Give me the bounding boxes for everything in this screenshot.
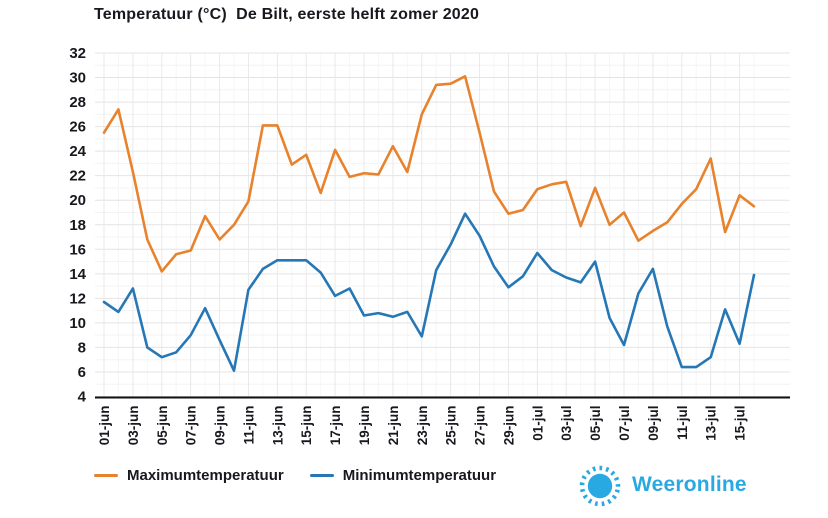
x-tick-label: 25-jun — [444, 406, 459, 446]
sun-icon — [579, 465, 621, 507]
max-line-swatch-icon — [94, 474, 118, 477]
y-tick-label: 26 — [69, 119, 86, 136]
grid-major — [95, 52, 790, 397]
y-tick-label: 28 — [69, 94, 86, 111]
y-tick-label: 4 — [78, 389, 87, 406]
y-tick-label: 16 — [69, 241, 86, 258]
x-tick-label: 19-jun — [357, 406, 372, 446]
chart-title: Temperatuur (°C) De Bilt, eerste helft z… — [94, 6, 480, 23]
min-line-swatch-icon — [309, 474, 334, 477]
logo-text: Weeronline — [632, 473, 747, 496]
y-tick-label: 18 — [69, 217, 86, 234]
y-tick-label: 30 — [69, 70, 86, 87]
y-tick-label: 12 — [69, 290, 86, 307]
x-tick-label: 11-jul — [675, 406, 690, 441]
x-axis-tick-labels: 01-jun 03-jun 05-jun 07-jun 09-jun 11-jun 13-j… — [97, 406, 748, 446]
weeronline-logo[interactable]: Weeronline — [578, 462, 747, 508]
x-tick-label: 05-jul — [588, 406, 603, 441]
x-tick-label: 01-jul — [530, 406, 545, 441]
y-tick-label: 24 — [69, 143, 86, 160]
x-tick-label: 17-jun — [328, 406, 343, 446]
x-tick-label: 13-jul — [704, 406, 719, 441]
legend-label-min: Minimumtemperatuur — [342, 467, 497, 484]
chart-legend: Maximumtemperatuur Minimumtemperatuur — [94, 467, 496, 484]
x-tick-label: 03-jun — [126, 406, 141, 446]
x-tick-label: 11-jun — [241, 406, 256, 445]
x-tick-label: 01-jun — [97, 406, 112, 446]
x-tick-label: 29-jun — [501, 406, 516, 446]
x-tick-label: 09-jul — [646, 406, 661, 441]
y-tick-label: 14 — [69, 266, 86, 283]
y-tick-label: 6 — [78, 364, 86, 381]
x-tick-label: 27-jun — [473, 406, 488, 446]
x-tick-label: 21-jun — [386, 406, 401, 446]
y-tick-label: 10 — [69, 315, 86, 332]
x-tick-label: 09-jun — [213, 406, 228, 446]
x-tick-label: 23-jun — [415, 406, 430, 446]
x-tick-label: 13-jun — [270, 406, 285, 446]
y-axis-tick-labels: 4 6 8 10 12 14 16 18 20 22 24 26 28 30 32 — [69, 45, 86, 406]
x-tick-label: 07-jul — [617, 406, 632, 441]
legend-item-minimumtemperatuur[interactable]: Minimumtemperatuur — [309, 467, 497, 484]
x-tick-label: 05-jun — [155, 406, 170, 446]
legend-item-maximumtemperatuur[interactable]: Maximumtemperatuur — [94, 467, 284, 484]
maximumtemperatuur-line — [102, 75, 756, 273]
x-tick-label: 15-jun — [299, 406, 314, 446]
legend-label-max: Maximumtemperatuur — [127, 467, 284, 484]
x-tick-label: 03-jul — [559, 406, 574, 441]
y-tick-label: 20 — [69, 192, 86, 209]
minimumtemperatuur-line — [102, 212, 756, 373]
x-tick-label: 07-jun — [184, 406, 199, 446]
x-tick-label: 15-jul — [733, 406, 748, 441]
y-tick-label: 8 — [78, 339, 86, 356]
y-tick-label: 22 — [69, 168, 86, 185]
y-tick-label: 32 — [69, 45, 86, 62]
